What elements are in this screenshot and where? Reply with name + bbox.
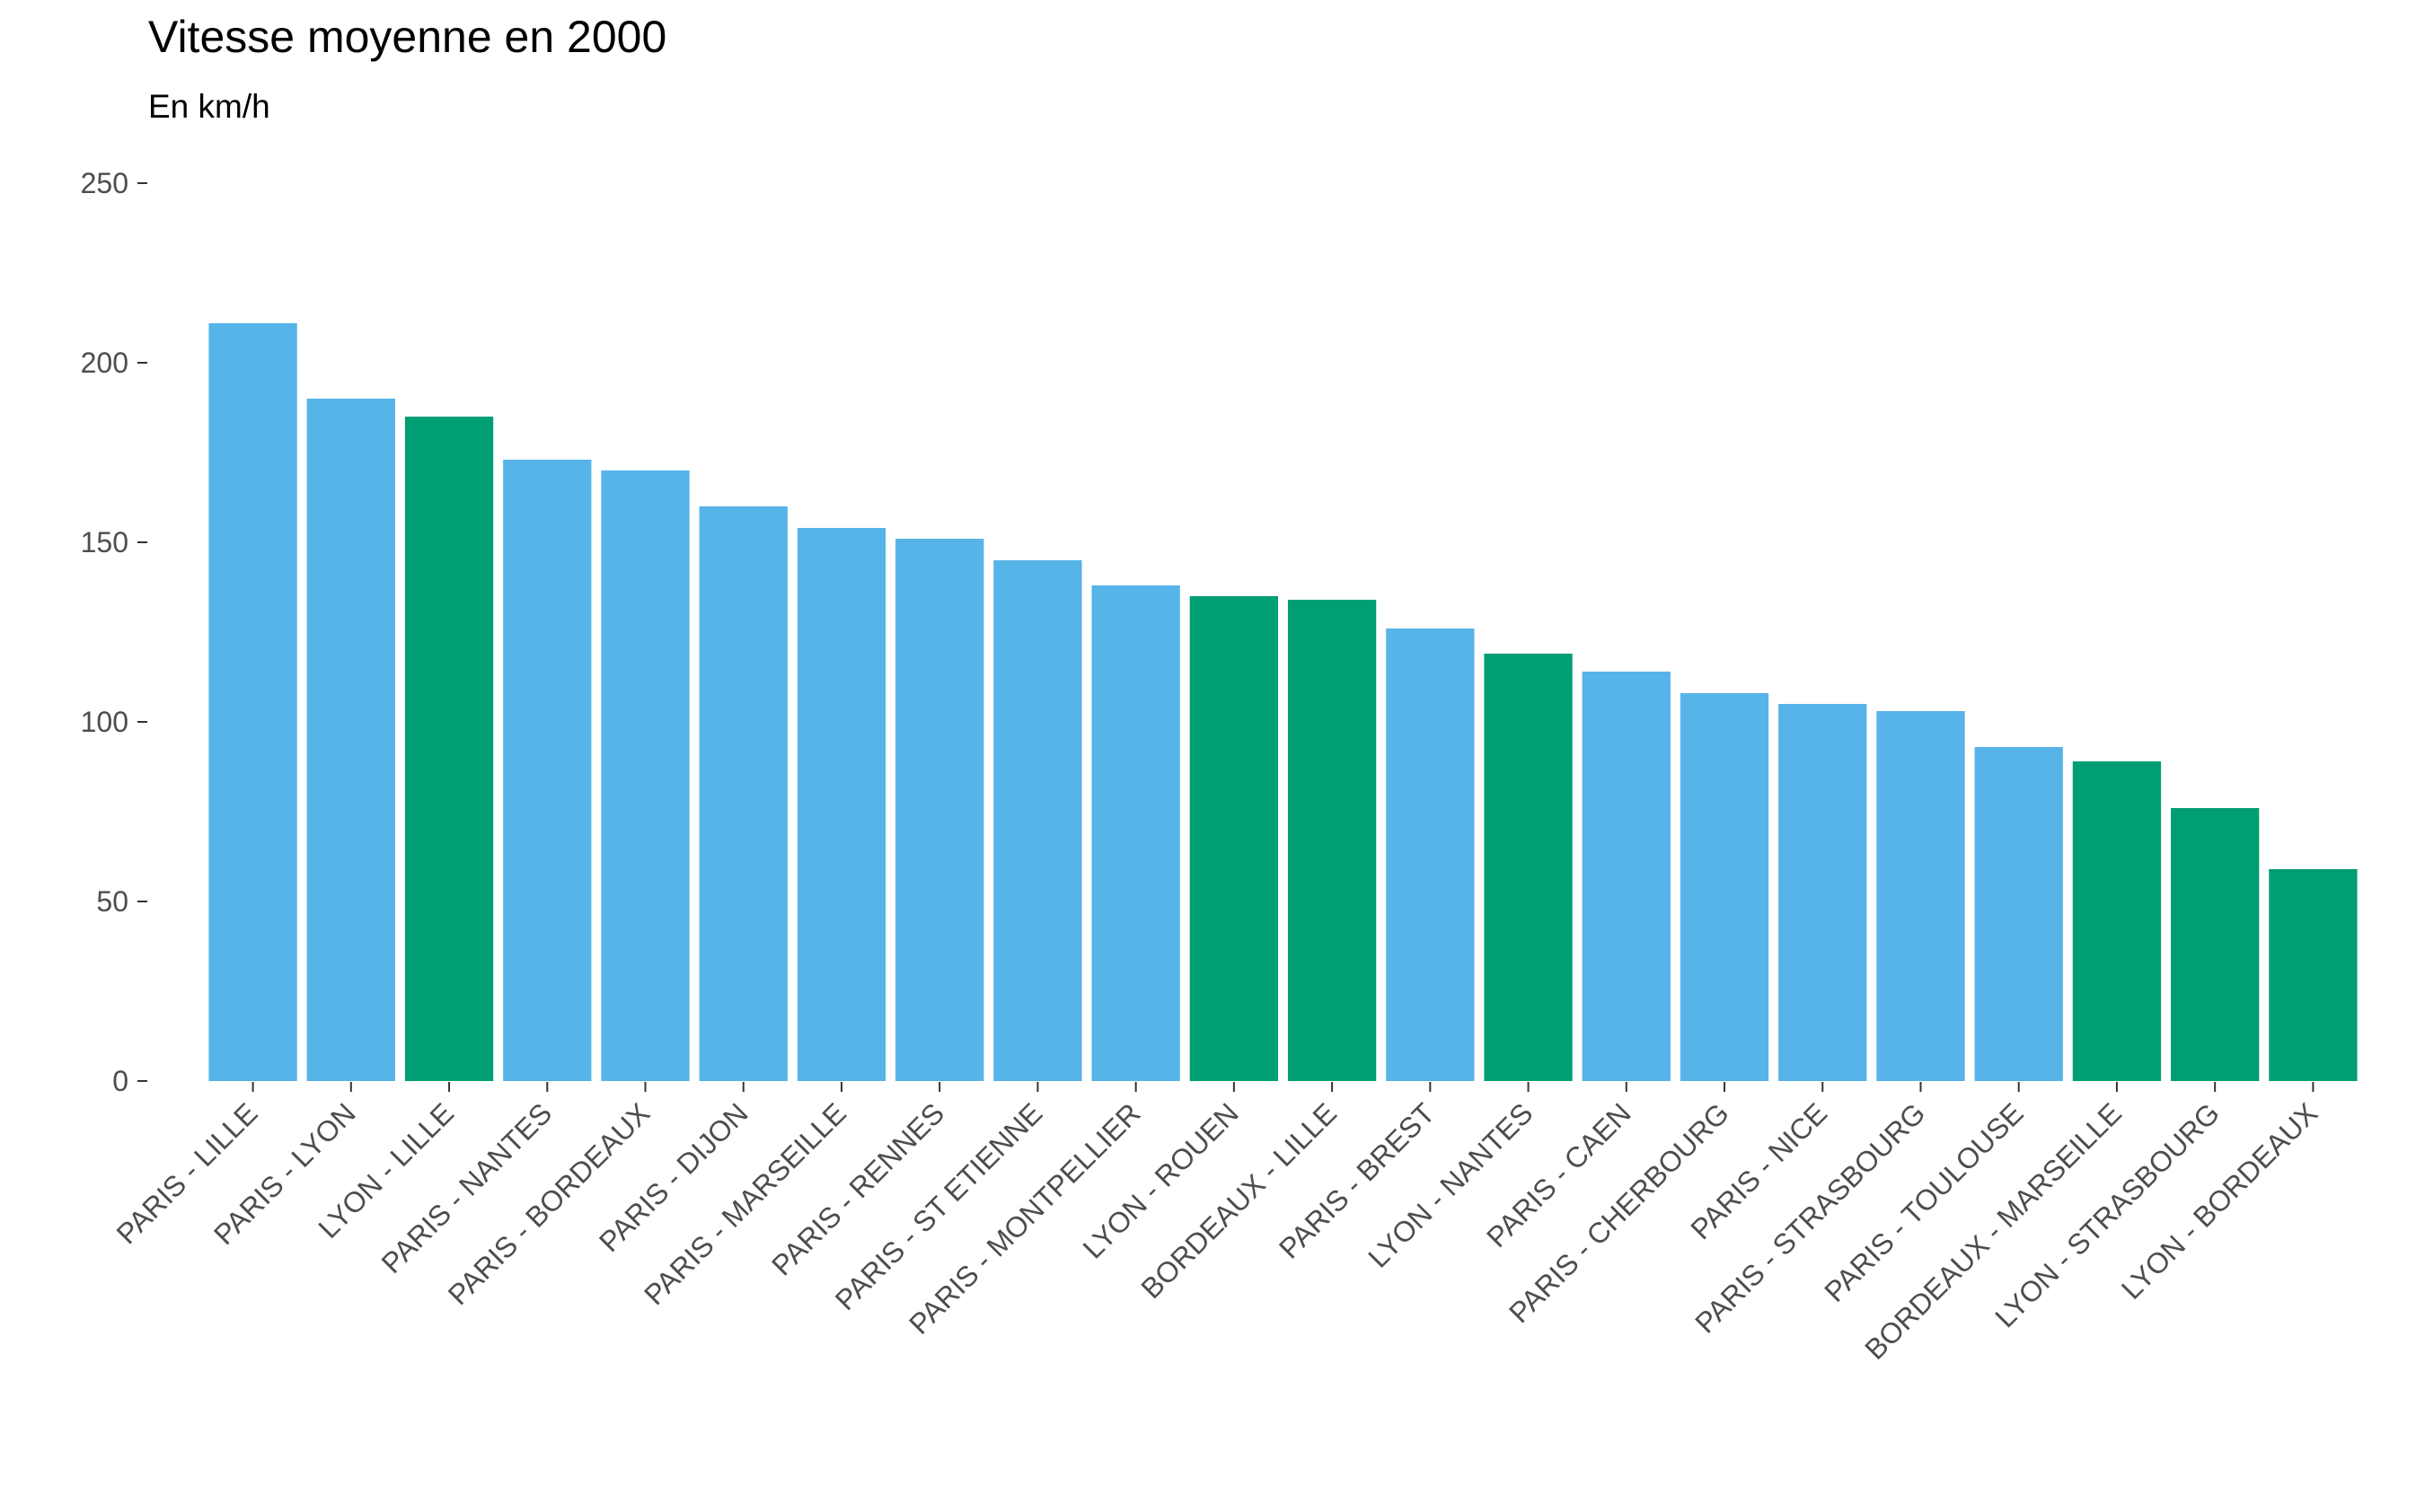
bar xyxy=(699,506,788,1081)
bar xyxy=(2171,808,2260,1081)
chart-title: Vitesse moyenne en 2000 xyxy=(148,12,667,62)
x-tick-label: LYON - BORDEAUX xyxy=(2115,1096,2323,1305)
bars xyxy=(208,323,2358,1081)
bar xyxy=(1091,585,1180,1081)
bar xyxy=(895,539,984,1081)
bar xyxy=(1876,711,1965,1081)
bar xyxy=(1189,596,1279,1081)
bar xyxy=(1974,747,2063,1081)
bar xyxy=(1386,629,1475,1081)
y-tick-label: 100 xyxy=(81,706,128,738)
y-tick-label: 50 xyxy=(96,885,128,918)
bar xyxy=(1484,654,1573,1081)
bar xyxy=(1287,600,1377,1081)
bar xyxy=(2072,761,2162,1081)
y-tick-label: 150 xyxy=(81,526,128,558)
bar xyxy=(306,399,395,1081)
bar xyxy=(208,323,297,1081)
y-axis: 0 50 100 150 200 250 xyxy=(81,167,147,1097)
chart-subtitle: En km/h xyxy=(148,88,270,125)
bar xyxy=(993,560,1082,1081)
bar xyxy=(1778,704,1867,1081)
y-tick-label: 250 xyxy=(81,167,128,199)
x-tick-label: PARIS - RENNES xyxy=(765,1096,950,1281)
bar xyxy=(1582,672,1671,1081)
y-tick-label: 200 xyxy=(81,347,128,379)
x-tick-label: BORDEAUX - LILLE xyxy=(1134,1096,1343,1305)
y-tick-label: 0 xyxy=(112,1065,128,1097)
bar xyxy=(503,460,592,1081)
bar xyxy=(797,528,886,1081)
bar xyxy=(404,417,494,1081)
x-tick-label: PARIS - NANTES xyxy=(375,1096,559,1279)
x-tick-label: LYON - NANTES xyxy=(1362,1096,1539,1273)
bar xyxy=(601,470,690,1081)
bar xyxy=(2269,869,2358,1081)
bar xyxy=(1680,693,1769,1081)
